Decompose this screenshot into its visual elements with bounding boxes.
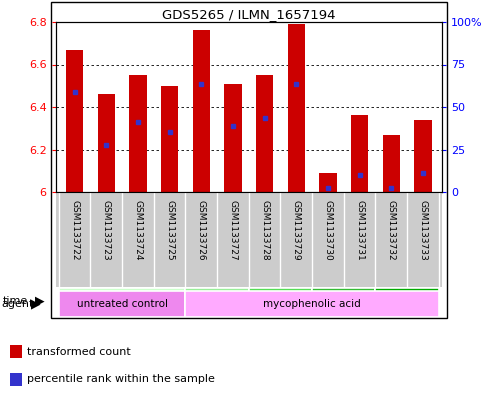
Bar — [185, 288, 249, 314]
Text: ▶: ▶ — [31, 298, 41, 310]
Text: hour 48: hour 48 — [324, 296, 364, 306]
Bar — [414, 120, 432, 192]
Text: hour 0: hour 0 — [105, 296, 139, 306]
Bar — [98, 94, 115, 192]
Text: GSM1133729: GSM1133729 — [292, 200, 301, 260]
Text: GSM1133730: GSM1133730 — [324, 200, 332, 260]
Text: GSM1133724: GSM1133724 — [133, 200, 142, 260]
Text: transformed count: transformed count — [27, 347, 130, 357]
Text: mycophenolic acid: mycophenolic acid — [263, 299, 361, 309]
Text: GSM1133725: GSM1133725 — [165, 200, 174, 260]
Text: GSM1133726: GSM1133726 — [197, 200, 206, 260]
Text: percentile rank within the sample: percentile rank within the sample — [27, 374, 214, 384]
Bar — [59, 291, 185, 317]
Bar — [10, 373, 22, 386]
Title: GDS5265 / ILMN_1657194: GDS5265 / ILMN_1657194 — [162, 8, 336, 21]
Bar — [312, 288, 375, 314]
Text: GSM1133733: GSM1133733 — [418, 200, 427, 260]
Bar — [224, 84, 242, 192]
Bar — [193, 31, 210, 192]
Bar — [351, 116, 369, 192]
Text: GSM1133728: GSM1133728 — [260, 200, 269, 260]
Text: hour 72: hour 72 — [387, 296, 427, 306]
Text: time: time — [2, 296, 28, 306]
Bar — [161, 86, 178, 192]
Text: GSM1133732: GSM1133732 — [387, 200, 396, 260]
Text: GSM1133727: GSM1133727 — [228, 200, 238, 260]
Bar — [59, 288, 185, 314]
Bar — [383, 135, 400, 192]
Bar — [287, 24, 305, 192]
Bar — [66, 50, 83, 192]
Bar — [129, 75, 147, 192]
Text: GSM1133723: GSM1133723 — [102, 200, 111, 260]
Text: agent: agent — [1, 299, 33, 309]
Text: ▶: ▶ — [35, 294, 45, 307]
Text: GSM1133731: GSM1133731 — [355, 200, 364, 260]
Bar — [185, 291, 439, 317]
Bar — [256, 75, 273, 192]
Text: hour 24: hour 24 — [260, 296, 300, 306]
Text: GSM1133722: GSM1133722 — [70, 200, 79, 260]
Bar — [375, 288, 439, 314]
Bar — [249, 288, 312, 314]
Text: hour 12: hour 12 — [197, 296, 237, 306]
Bar — [319, 173, 337, 192]
Bar — [10, 345, 22, 358]
Text: untreated control: untreated control — [77, 299, 168, 309]
